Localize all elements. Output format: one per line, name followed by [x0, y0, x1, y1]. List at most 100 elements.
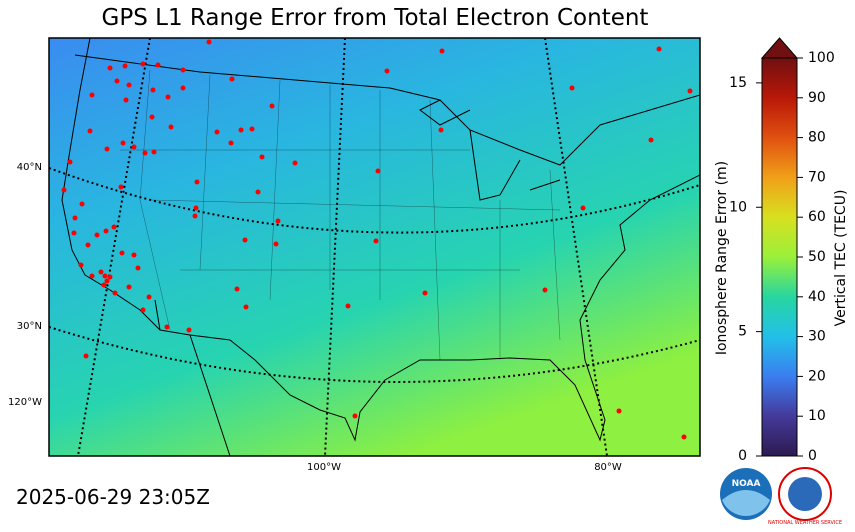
parallel	[49, 167, 700, 234]
station	[120, 140, 126, 146]
station	[373, 238, 379, 244]
station	[155, 62, 161, 68]
station	[78, 262, 84, 268]
meridian	[77, 38, 151, 456]
station	[192, 213, 198, 219]
noaa-logo: NOAA	[720, 468, 772, 520]
right-tick-label: 0	[808, 448, 817, 464]
right-tick-label: 80	[808, 130, 826, 146]
title: GPS L1 Range Error from Total Electron C…	[102, 5, 649, 31]
station	[249, 126, 255, 132]
right-tick-label: 70	[808, 169, 826, 185]
station	[140, 61, 146, 67]
station	[438, 127, 444, 133]
right-tick-label: 100	[808, 50, 835, 66]
station	[180, 85, 186, 91]
station	[616, 408, 622, 414]
tec-field	[49, 38, 700, 456]
station	[107, 274, 113, 280]
station	[234, 286, 240, 292]
station	[119, 250, 125, 256]
station	[83, 353, 89, 359]
station	[67, 159, 73, 165]
right-tick-label: 90	[808, 90, 826, 106]
station	[228, 140, 234, 146]
station	[118, 184, 124, 190]
state-lines	[120, 69, 561, 361]
station	[94, 232, 100, 238]
station	[98, 269, 104, 275]
stations	[61, 39, 693, 440]
station	[275, 218, 281, 224]
station	[71, 230, 77, 236]
station	[681, 434, 687, 440]
parallel	[49, 326, 700, 383]
station	[255, 189, 261, 195]
station	[193, 205, 199, 211]
station	[72, 215, 78, 221]
colorbar	[756, 37, 803, 457]
station	[122, 63, 128, 69]
station	[238, 127, 244, 133]
station	[103, 228, 109, 234]
left-axis-label: Ionosphere Range Error (m)	[714, 161, 730, 355]
station	[107, 65, 113, 71]
station	[243, 304, 249, 310]
lat-label: 40°N	[17, 162, 42, 173]
station	[151, 149, 157, 155]
border	[74, 54, 700, 201]
right-tick-label: 60	[808, 209, 826, 225]
station	[180, 67, 186, 73]
station	[150, 87, 156, 93]
lon-label: 120°W	[8, 397, 42, 408]
station	[146, 294, 152, 300]
station	[168, 124, 174, 130]
left-tick-label: 5	[738, 324, 747, 340]
left-tick-label: 10	[729, 199, 747, 215]
station	[142, 150, 148, 156]
station	[687, 88, 693, 94]
station	[102, 273, 108, 279]
lat-label: 30°N	[17, 321, 42, 332]
station	[123, 97, 129, 103]
left-tick-label: 15	[729, 75, 747, 91]
meridian	[544, 38, 608, 456]
station	[580, 205, 586, 211]
station	[352, 413, 358, 419]
station	[101, 282, 107, 288]
station	[292, 160, 298, 166]
station	[345, 303, 351, 309]
coastline	[61, 38, 700, 456]
station	[85, 242, 91, 248]
station	[89, 92, 95, 98]
right-tick-label: 20	[808, 368, 826, 384]
station	[164, 324, 170, 330]
nws-text: NATIONAL WEATHER SERVICE	[768, 520, 842, 526]
station	[149, 114, 155, 120]
station	[126, 284, 132, 290]
colorbar-extend	[760, 37, 799, 59]
right-tick-label: 10	[808, 408, 826, 424]
station	[375, 168, 381, 174]
station	[186, 327, 192, 333]
lon-label: 100°W	[307, 462, 341, 473]
station	[269, 103, 275, 109]
station	[259, 154, 265, 160]
map-frame	[48, 37, 701, 457]
station	[422, 290, 428, 296]
right-tick-label: 40	[808, 289, 826, 305]
noaa-text: NOAA	[732, 479, 761, 489]
station	[229, 76, 235, 82]
station	[214, 129, 220, 135]
station	[165, 94, 171, 100]
station	[131, 252, 137, 258]
station	[131, 144, 137, 150]
station	[104, 278, 110, 284]
left-tick-label: 0	[738, 448, 747, 464]
right-axis-label: Vertical TEC (TECU)	[833, 190, 849, 327]
station	[140, 307, 146, 313]
station	[273, 241, 279, 247]
station	[242, 237, 248, 243]
station	[111, 224, 117, 230]
